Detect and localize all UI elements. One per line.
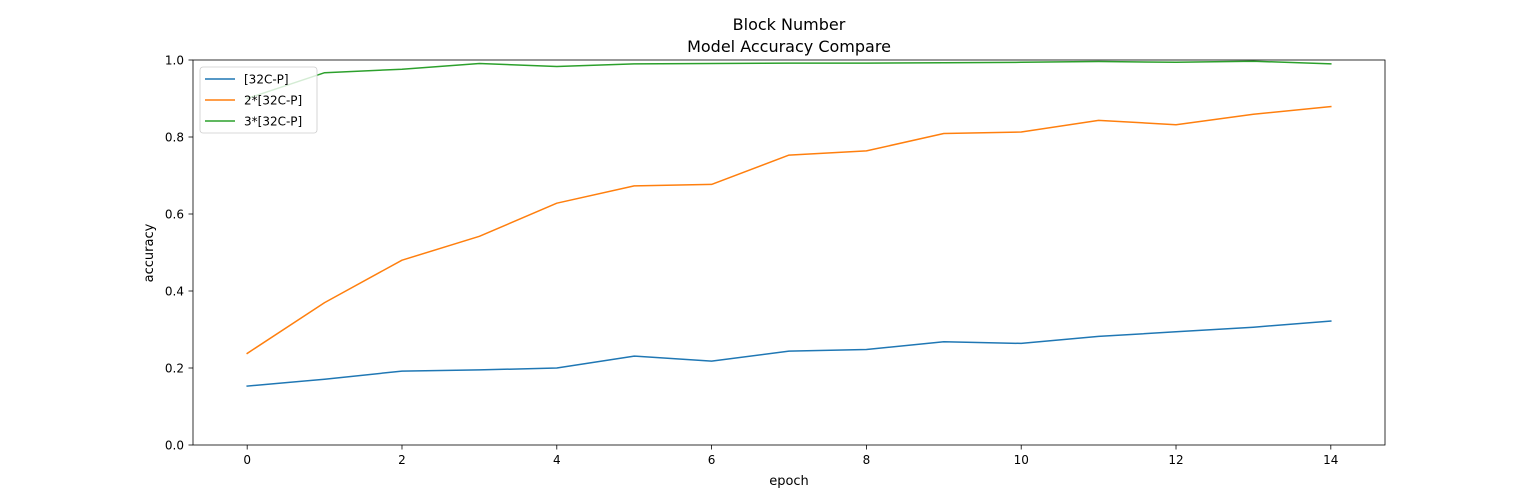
y-tick-label: 0.0 bbox=[165, 439, 184, 453]
y-axis-ticks: 0.0 0.2 0.4 0.6 0.8 1.0 bbox=[165, 54, 193, 453]
x-tick-label: 8 bbox=[863, 453, 871, 467]
x-axis-ticks: 0 2 4 6 8 10 12 14 bbox=[243, 445, 1338, 467]
legend-label: [32C-P] bbox=[244, 73, 289, 87]
x-tick-label: 10 bbox=[1014, 453, 1029, 467]
x-tick-label: 0 bbox=[243, 453, 251, 467]
chart-subtitle: Model Accuracy Compare bbox=[687, 37, 891, 56]
y-tick-label: 0.2 bbox=[165, 362, 184, 376]
series-line-2 bbox=[246, 105, 1332, 355]
series-line-3 bbox=[246, 60, 1332, 100]
y-axis-label: accuracy bbox=[142, 223, 157, 282]
x-axis-label: epoch bbox=[769, 474, 809, 489]
x-tick-label: 4 bbox=[553, 453, 561, 467]
chart-title: Block Number bbox=[733, 15, 846, 34]
y-tick-label: 1.0 bbox=[165, 54, 184, 68]
y-tick-label: 0.4 bbox=[165, 285, 184, 299]
x-tick-label: 6 bbox=[708, 453, 716, 467]
x-tick-label: 12 bbox=[1168, 453, 1183, 467]
legend-label: 3*[32C-P] bbox=[244, 115, 302, 129]
x-tick-label: 14 bbox=[1323, 453, 1338, 467]
plot-area bbox=[192, 59, 1386, 446]
legend: [32C-P] 2*[32C-P] 3*[32C-P] bbox=[199, 66, 318, 134]
y-tick-label: 0.8 bbox=[165, 131, 184, 145]
legend-label: 2*[32C-P] bbox=[244, 94, 302, 108]
plot-background bbox=[193, 60, 1385, 445]
legend-box bbox=[199, 66, 318, 134]
plot-frame bbox=[192, 59, 1386, 446]
y-tick-label: 0.6 bbox=[165, 208, 184, 222]
x-tick-label: 2 bbox=[398, 453, 406, 467]
series-line-1 bbox=[246, 320, 1332, 387]
